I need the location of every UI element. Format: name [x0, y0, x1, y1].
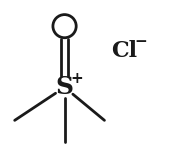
Circle shape	[53, 15, 76, 38]
Text: −: −	[135, 34, 147, 49]
Text: Cl: Cl	[111, 40, 137, 62]
Text: +: +	[71, 71, 83, 86]
Text: S: S	[56, 75, 74, 99]
